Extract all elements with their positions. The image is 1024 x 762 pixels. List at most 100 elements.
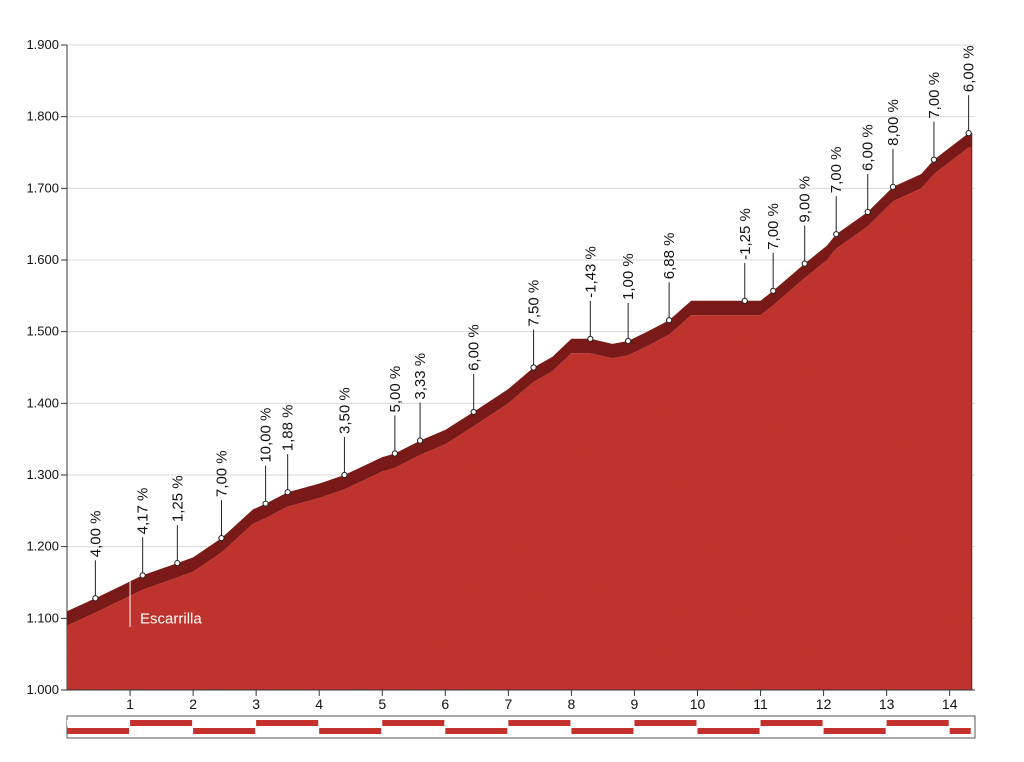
x-tick-label: 2 [189, 696, 197, 712]
y-tick-label: 1.900 [26, 37, 59, 52]
y-tick-label: 1.000 [26, 682, 59, 697]
x-tick-label: 6 [441, 696, 449, 712]
gradient-point [587, 335, 594, 342]
km-strip-segment [382, 728, 445, 734]
gradient-point [741, 297, 748, 304]
gradient-point [139, 572, 146, 579]
gradient-label: 6,00 % [466, 324, 483, 371]
gradient-point [416, 437, 424, 444]
gradient-label: 5,00 % [387, 366, 404, 413]
gradient-labels: 4,00 % 4,17 % 1,25 % 7,00 % 10,00 % 1,88 % 3,5… [87, 45, 978, 602]
gradient-label: 3,50 % [336, 387, 353, 434]
y-tick-label: 1.300 [26, 467, 59, 482]
km-strip-segment [256, 720, 319, 726]
gradient-label: -1,25 % [737, 208, 754, 260]
gradient-point [174, 560, 181, 567]
gradient-point [341, 471, 348, 479]
x-tick-label: 1 [126, 696, 134, 712]
km-strip-segment [697, 720, 760, 726]
gradient-label: 7,00 % [926, 72, 943, 119]
km-strip-segment [886, 720, 949, 726]
km-strip-segment [130, 720, 193, 726]
gradient-label: 3,33 % [412, 353, 429, 400]
gradient-label: 7,00 % [765, 203, 782, 250]
gradient-label: 1,25 % [169, 475, 186, 522]
km-strip-segment [571, 720, 634, 726]
gradient-point [801, 260, 808, 267]
gradient-label: 6,00 % [961, 45, 978, 92]
x-tick-label: 5 [378, 696, 386, 712]
x-axis: 1 2 3 4 5 6 7 8 9 10 11 12 13 14 [66, 689, 976, 739]
gradient-label: 4,00 % [87, 511, 104, 558]
y-tick-label: 1.700 [26, 180, 59, 195]
gradient-point [470, 408, 477, 416]
km-strip-segment [445, 728, 508, 734]
km-strip-segment [571, 728, 634, 734]
x-tick-label: 7 [504, 696, 512, 712]
profile-fill [67, 147, 972, 690]
profile-ridge [67, 133, 972, 626]
x-tick-label: 3 [252, 696, 260, 712]
km-strip-segment [949, 728, 971, 734]
gradient-point [833, 231, 840, 238]
gradient-point [666, 317, 673, 324]
km-strip-segment [823, 720, 886, 726]
km-strip-segment [67, 720, 130, 726]
gradient-label: 4,17 % [135, 488, 152, 535]
y-tick-label: 1.200 [26, 539, 59, 554]
gradient-point [391, 450, 398, 457]
gradient-label: 6,00 % [860, 124, 877, 171]
km-strip-segment [760, 728, 823, 734]
y-axis: 1.000 1.100 1.200 1.300 1.400 1.500 1.600 1.700… [26, 37, 68, 697]
profile-area [67, 133, 973, 690]
y-tick-label: 1.100 [26, 610, 59, 625]
gradient-label: -1,43 % [582, 246, 599, 298]
gradient-label: 8,00 % [885, 99, 902, 146]
gradient-point [889, 183, 897, 190]
km-strip-segment [256, 728, 319, 734]
gradient-point [262, 500, 269, 507]
x-tick-label: 10 [690, 696, 706, 712]
gradient-point [92, 595, 99, 602]
annotation-label: Escarrilla [140, 610, 202, 627]
km-strip-segment [823, 728, 886, 734]
gradient-point [625, 337, 632, 345]
gradient-label: 1,00 % [620, 253, 637, 300]
km-strip-segment [508, 720, 571, 726]
y-tick-label: 1.800 [26, 109, 59, 124]
gradient-point [965, 130, 972, 137]
x-tick-label: 11 [753, 696, 768, 712]
gradient-point [218, 534, 225, 542]
km-strip-segment [697, 728, 760, 734]
gradient-label: 6,88 % [661, 232, 678, 279]
gradient-point [864, 208, 871, 216]
gradient-label: 1,88 % [280, 404, 297, 451]
x-tick-label: 9 [631, 696, 639, 712]
gradient-label: 7,50 % [526, 280, 543, 327]
km-strip-segment [760, 720, 823, 726]
x-tick-label: 14 [942, 696, 958, 712]
km-strip-segment [130, 728, 193, 734]
x-tick-label: 8 [568, 696, 576, 712]
y-tick-label: 1.500 [26, 324, 59, 339]
km-strip-segment [67, 728, 130, 734]
km-strip-segment [193, 720, 256, 726]
gradient-point [530, 364, 537, 371]
km-strip-segment [319, 728, 382, 734]
gradient-point [770, 287, 777, 294]
annotations: Escarrilla [129, 561, 202, 627]
y-tick-label: 1.600 [26, 252, 59, 267]
gradient-point [930, 156, 938, 163]
km-strip-segment [634, 728, 697, 734]
km-strip [66, 715, 976, 739]
km-strip-segment [634, 720, 697, 726]
gradient-label: 9,00 % [797, 176, 814, 223]
gradient-point [284, 489, 291, 496]
km-strip-segment [382, 720, 445, 726]
gradient-label: 7,00 % [213, 450, 230, 497]
gradient-label: 10,00 % [258, 408, 275, 463]
km-strip-segment [193, 728, 256, 734]
km-strip-segment [319, 720, 382, 726]
km-strip-segment [508, 728, 571, 734]
